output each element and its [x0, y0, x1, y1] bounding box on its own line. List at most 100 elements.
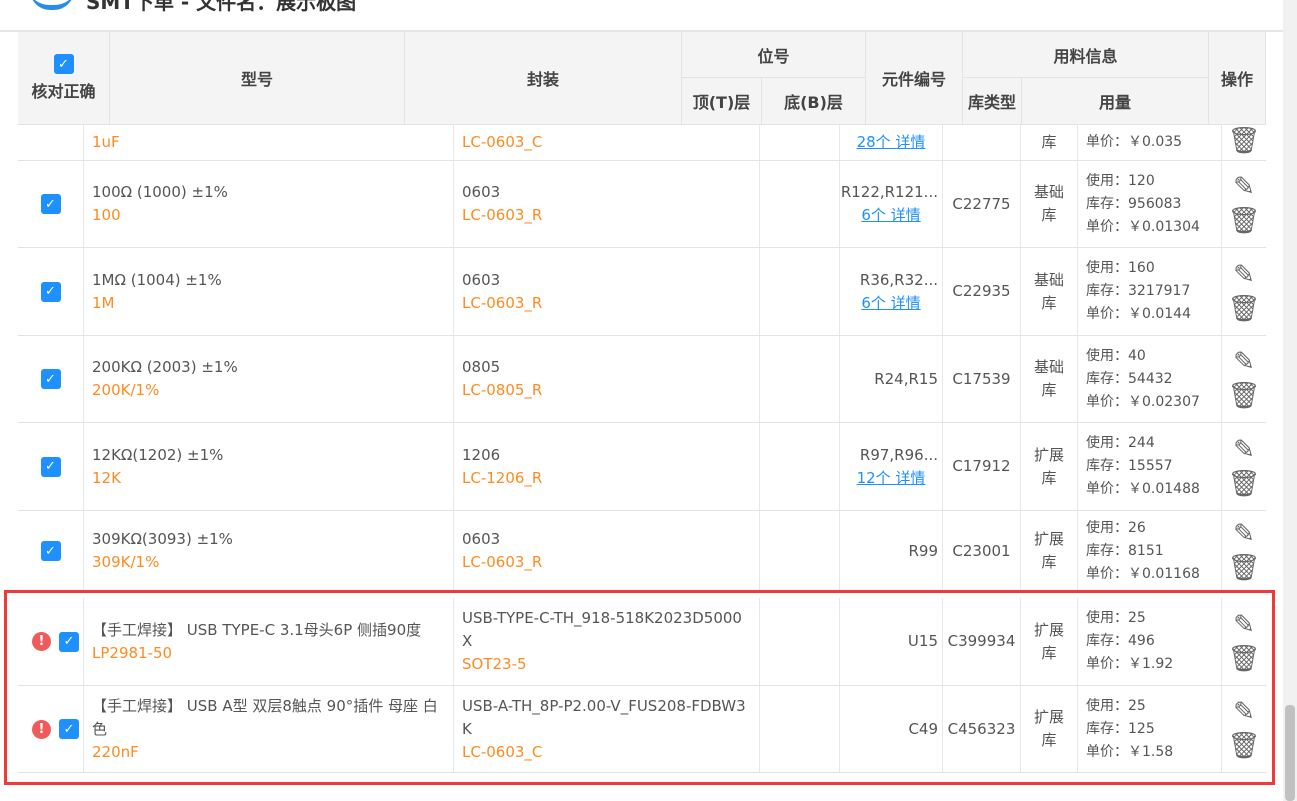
lib-type-cell: 基础库	[1021, 248, 1078, 335]
trash-icon[interactable]: 🗑	[1227, 126, 1261, 156]
part-no-cell: C23001	[943, 511, 1021, 591]
scrollbar-thumb[interactable]	[1285, 705, 1295, 801]
usage-cell: 使用：25 库存：496 单价：￥1.92	[1078, 598, 1222, 685]
model-cell: 【手工焊接】 USB TYPE-C 3.1母头6P 侧插90度 LP2981-50	[84, 598, 454, 685]
table-row: ✓ 200KΩ (2003) ±1% 200K/1% 0805 LC-0805_R …	[18, 336, 1266, 423]
package-cell: 0805 LC-0805_R	[454, 336, 760, 422]
row-check-cell: ! ✓	[18, 598, 84, 685]
ops-cell: 🗑	[1222, 74, 1266, 160]
lib-type-cell: 扩展库	[1021, 598, 1078, 685]
app-title: SMT下单 - 文件名：展示板图	[30, 0, 356, 14]
usage-cell: 使用：120 库存：956083 单价：￥0.01304	[1078, 161, 1222, 247]
header-top-layer: 顶(T)层	[682, 78, 762, 125]
header-package: 封装	[405, 32, 682, 125]
table-row: ✓ 100Ω (1000) ±1% 100 0603 LC-0603_R R122,…	[18, 161, 1266, 248]
header-model: 型号	[110, 32, 405, 125]
logo-icon	[30, 0, 74, 10]
package-cell: 0603 LC-0603_R	[454, 248, 760, 335]
header-part-no: 元件编号	[866, 32, 963, 125]
lib-type-cell: 扩展库	[1021, 686, 1078, 772]
row-check-cell: ✓	[18, 161, 84, 247]
row-check-cell: ! ✓	[18, 686, 84, 772]
trash-icon[interactable]: 🗑	[1227, 206, 1261, 236]
header-ops: 操作	[1209, 32, 1266, 125]
table-row: ! ✓ 【手工焊接】 USB A型 双层8触点 90°插件 母座 白色 220nF …	[18, 686, 1266, 773]
edit-icon[interactable]: ✎	[1233, 609, 1255, 640]
bottom-layer-cell: R36,R32... 6个 详情	[840, 248, 943, 335]
top-layer-cell	[760, 686, 840, 772]
part-no-cell: C22775	[943, 161, 1021, 247]
table-row: ! ✓ 【手工焊接】 USB TYPE-C 3.1母头6P 侧插90度 LP2981…	[18, 598, 1266, 686]
row-checkbox[interactable]: ✓	[59, 719, 79, 739]
trash-icon[interactable]: 🗑	[1227, 553, 1261, 583]
row-checkbox[interactable]: ✓	[40, 541, 61, 561]
header-lib-type: 库类型	[963, 78, 1022, 125]
part-no-cell: C456323	[943, 686, 1021, 772]
row-checkbox[interactable]: ✓	[40, 369, 61, 389]
ops-cell: ✎ 🗑	[1222, 423, 1266, 510]
header-position: 位号	[682, 32, 866, 78]
detail-link[interactable]: 28个 详情	[856, 133, 926, 151]
detail-link[interactable]: 12个 详情	[856, 468, 926, 487]
row-check-cell: ✓	[18, 248, 84, 335]
trash-icon[interactable]: 🗑	[1227, 468, 1261, 499]
bottom-layer-cell: R122,R121... 6个 详情	[840, 161, 943, 247]
ops-cell: ✎ 🗑	[1222, 248, 1266, 335]
warning-icon[interactable]: !	[32, 632, 51, 651]
table-row: ✓ 1MΩ (1004) ±1% 1M 0603 LC-0603_R R36,R32…	[18, 248, 1266, 336]
top-layer-cell	[760, 423, 840, 510]
detail-link[interactable]: 6个 详情	[861, 206, 921, 224]
model-cell: 309KΩ(3093) ±1% 309K/1%	[84, 511, 454, 591]
row-checkbox[interactable]: ✓	[40, 456, 61, 477]
trash-icon[interactable]: 🗑	[1227, 643, 1261, 674]
ops-cell: ✎ 🗑	[1222, 511, 1266, 591]
trash-icon[interactable]: 🗑	[1227, 731, 1261, 761]
edit-icon[interactable]: ✎	[1233, 347, 1255, 377]
model-cell: 200KΩ (2003) ±1% 200K/1%	[84, 336, 454, 422]
usage-cell: 使用：26 库存：8151 单价：￥0.01168	[1078, 511, 1222, 591]
edit-icon[interactable]: ✎	[1233, 259, 1255, 290]
top-layer-cell	[760, 511, 840, 591]
bottom-layer-cell: R24,R15	[840, 336, 943, 422]
top-layer-cell	[760, 248, 840, 335]
package-cell: 0603 LC-0603_R	[454, 161, 760, 247]
row-checkbox[interactable]: ✓	[40, 194, 61, 214]
edit-icon[interactable]: ✎	[1233, 519, 1255, 549]
row-check-cell: ✓	[18, 511, 84, 591]
top-layer-cell	[760, 336, 840, 422]
package-cell: 1206 LC-1206_R	[454, 423, 760, 510]
table-header: ✓ 核对正确 型号 封装 位号 顶(T)层 底(B)层 元件编号 用料信息 库类…	[18, 32, 1266, 125]
model-cell: 12KΩ(1202) ±1% 12K	[84, 423, 454, 510]
edit-icon[interactable]: ✎	[1233, 172, 1255, 202]
lib-type-cell: 扩展库	[1021, 423, 1078, 510]
edit-icon[interactable]: ✎	[1233, 697, 1255, 727]
trash-icon[interactable]: 🗑	[1227, 293, 1261, 324]
table-row: ✓ 12KΩ(1202) ±1% 12K 1206 LC-1206_R R97,R9…	[18, 423, 1266, 511]
part-no-cell: C399934	[943, 598, 1021, 685]
part-no-cell: C22935	[943, 248, 1021, 335]
trash-icon[interactable]: 🗑	[1227, 381, 1261, 411]
scrollbar[interactable]	[1283, 0, 1297, 801]
warning-icon[interactable]: !	[32, 719, 51, 739]
part-no-cell: C17539	[943, 336, 1021, 422]
ops-cell: ✎ 🗑	[1222, 161, 1266, 247]
detail-link[interactable]: 6个 详情	[861, 293, 921, 312]
lib-type-cell: 扩展库	[1021, 511, 1078, 591]
package-cell: 0603 LC-0603_R	[454, 511, 760, 591]
ops-cell: ✎ 🗑	[1222, 336, 1266, 422]
model-cell: 【手工焊接】 USB A型 双层8触点 90°插件 母座 白色 220nF	[84, 686, 454, 772]
package-cell: USB-A-TH_8P-P2.00-V_FUS208-FDBW3K LC-0603…	[454, 686, 760, 772]
bottom-layer-cell: R99	[840, 511, 943, 591]
check-all-checkbox[interactable]: ✓	[53, 54, 74, 74]
header-bottom-layer: 底(B)层	[762, 78, 866, 125]
ops-cell: ✎ 🗑	[1222, 598, 1266, 685]
header-usage: 用量	[1022, 78, 1209, 125]
header-check-all: ✓ 核对正确	[18, 32, 110, 125]
usage-cell: 使用：244 库存：15557 单价：￥0.01488	[1078, 423, 1222, 510]
lib-type-cell: 基础库	[1021, 336, 1078, 422]
header-material: 用料信息	[963, 32, 1209, 78]
row-checkbox[interactable]: ✓	[59, 631, 79, 652]
model-cell: 1MΩ (1004) ±1% 1M	[84, 248, 454, 335]
edit-icon[interactable]: ✎	[1233, 434, 1255, 465]
row-checkbox[interactable]: ✓	[40, 281, 61, 302]
